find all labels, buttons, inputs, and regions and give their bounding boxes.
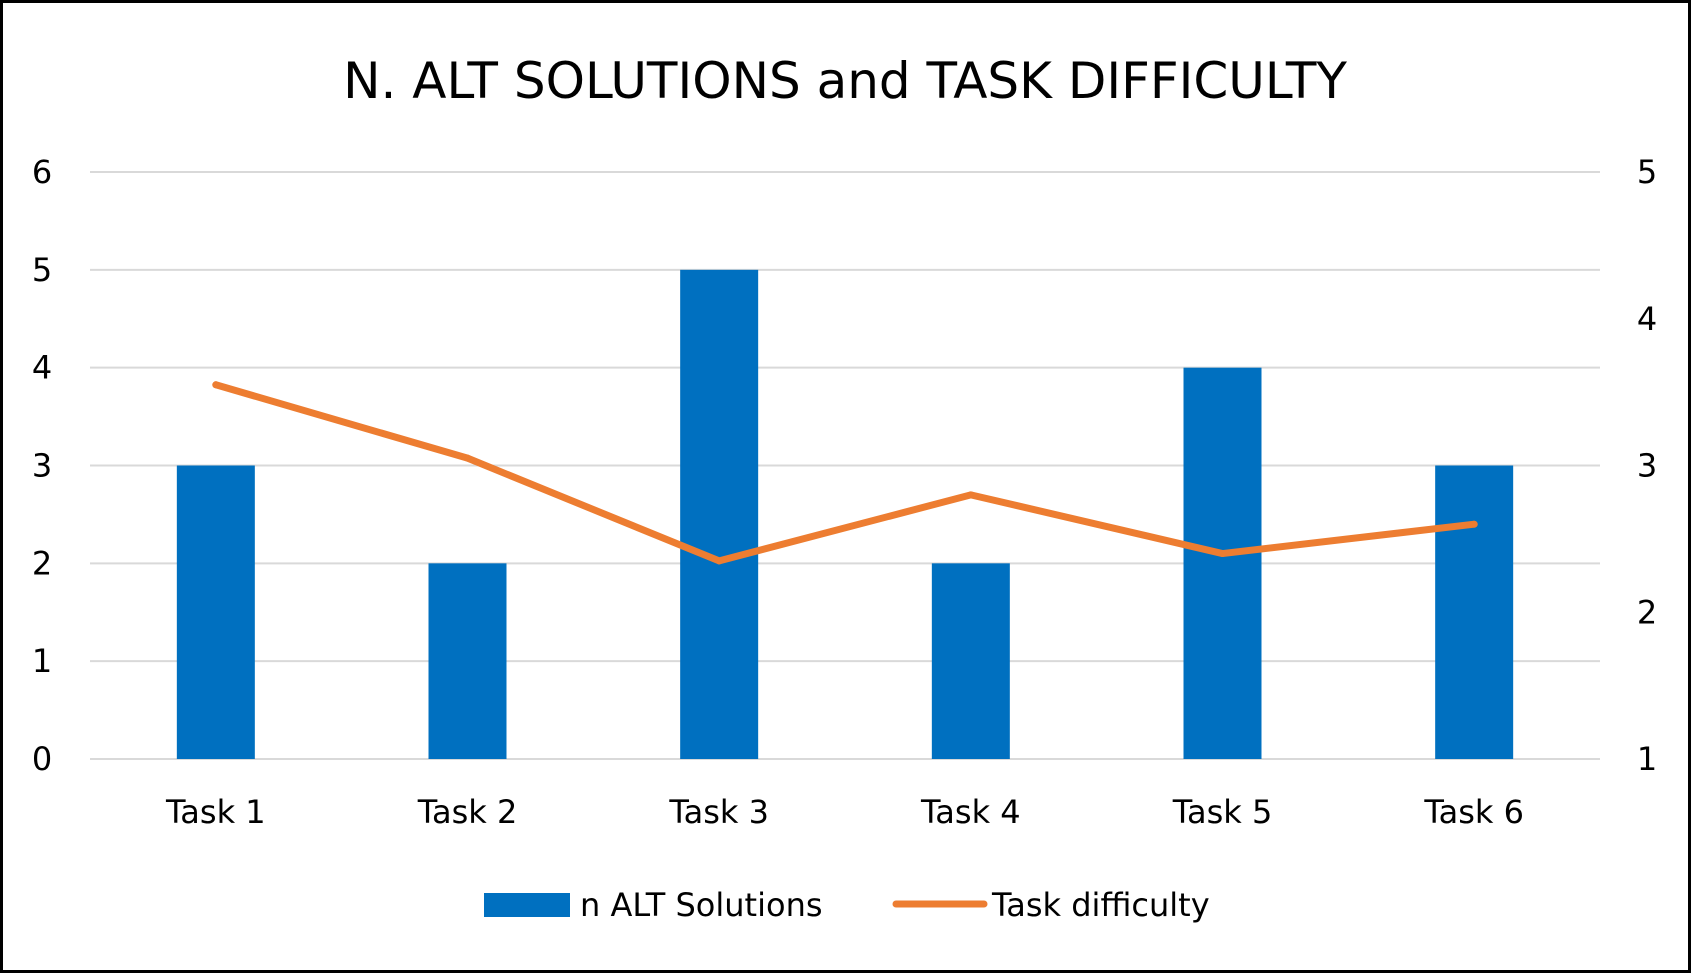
- bar-series: [176, 269, 1514, 759]
- gridlines: [90, 171, 1600, 760]
- legend-swatch-bars: [484, 893, 570, 917]
- legend: n ALT Solutions Task difficulty: [484, 886, 1210, 924]
- bar: [680, 269, 759, 759]
- legend-label-line: Task difficulty: [991, 886, 1210, 924]
- left-tick-label: 2: [32, 544, 52, 582]
- right-tick-label: 3: [1637, 447, 1657, 485]
- chart-title: N. ALT SOLUTIONS and TASK DIFFICULTY: [343, 52, 1347, 110]
- category-label: Task 6: [1423, 793, 1524, 831]
- line-point: [212, 381, 220, 389]
- left-tick-label: 6: [32, 153, 52, 191]
- line-point: [464, 454, 471, 462]
- right-tick-label: 5: [1637, 153, 1657, 191]
- left-axis-ticks: 0 1 2 3 4 5 6: [32, 153, 52, 778]
- left-tick-label: 4: [32, 349, 52, 387]
- right-tick-label: 2: [1637, 593, 1657, 631]
- legend-label-bars: n ALT Solutions: [580, 886, 823, 924]
- line-series: [212, 381, 1478, 565]
- category-label: Task 4: [920, 793, 1021, 831]
- right-axis-ticks: 1 2 3 4 5: [1637, 153, 1657, 778]
- bar: [176, 465, 255, 759]
- left-tick-label: 0: [32, 740, 52, 778]
- line-point: [715, 557, 723, 565]
- left-tick-label: 1: [32, 642, 52, 680]
- line-point: [1470, 520, 1478, 528]
- bar: [931, 563, 1010, 759]
- category-label: Task 5: [1172, 793, 1273, 831]
- bar: [1435, 465, 1514, 759]
- right-tick-label: 1: [1637, 740, 1657, 778]
- difficulty-line: [212, 381, 1478, 565]
- left-tick-label: 3: [32, 447, 52, 485]
- left-tick-label: 5: [32, 251, 52, 289]
- right-tick-label: 4: [1637, 300, 1657, 338]
- bar: [1183, 367, 1262, 759]
- category-labels: Task 1 Task 2 Task 3 Task 4 Task 5 Task 6: [165, 793, 1524, 831]
- bar: [428, 563, 507, 759]
- line-point: [1219, 550, 1226, 558]
- category-label: Task 2: [417, 793, 518, 831]
- line-point: [967, 491, 975, 499]
- category-label: Task 1: [165, 793, 266, 831]
- category-label: Task 3: [668, 793, 769, 831]
